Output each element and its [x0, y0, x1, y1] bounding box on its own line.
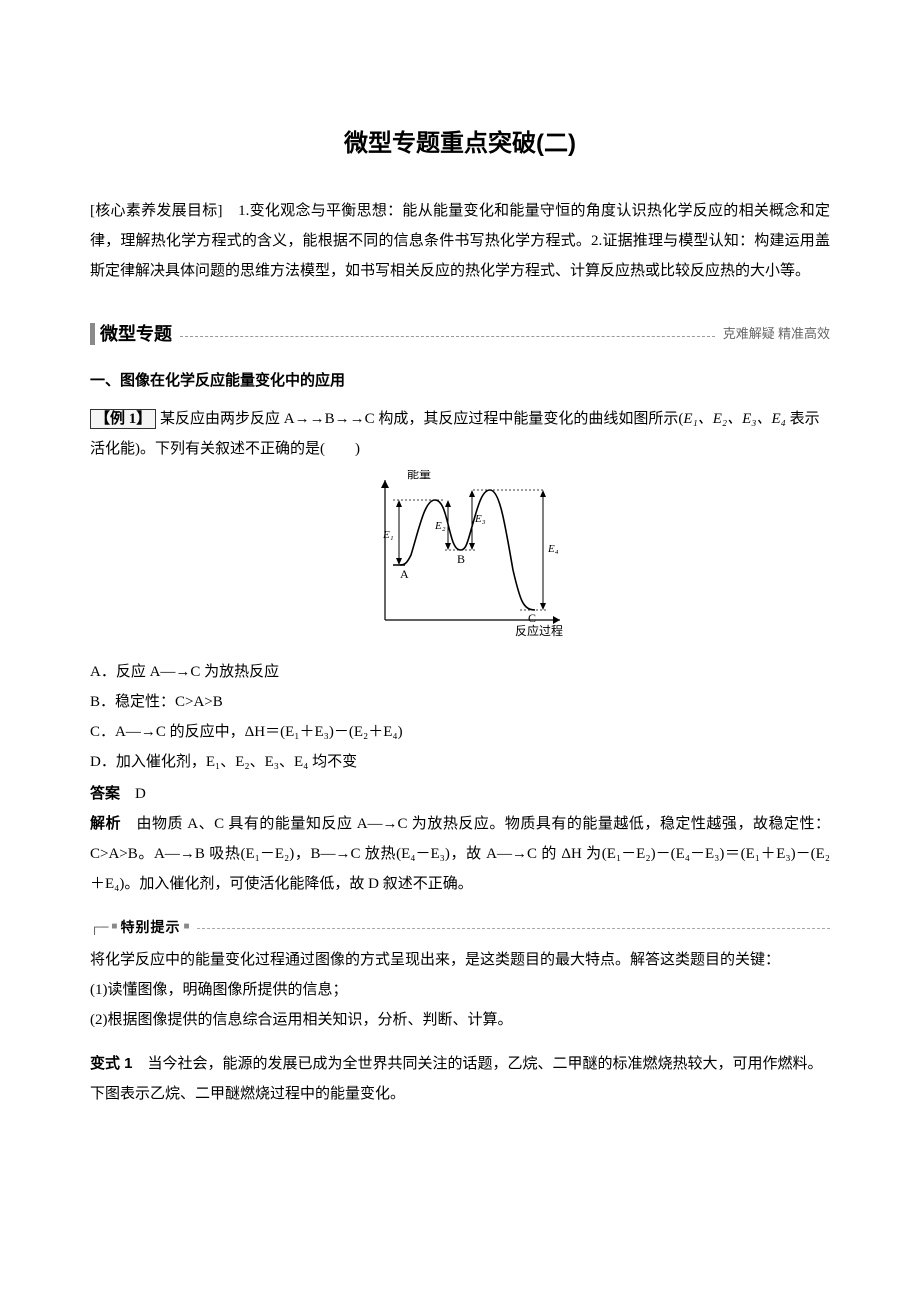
hint-corner-icon: ┌─ [90, 914, 108, 940]
divider [180, 336, 715, 337]
explain-text: 由物质 A、C 具有的能量知反应 A—→C 为放热反应。物质具有的能量越低，稳定… [90, 816, 830, 892]
point-A: A [400, 567, 409, 581]
diagram-svg: 能量 反应过程 A B C E₁ E₂ E₃ E₄ [345, 470, 575, 640]
answer-line: 答案 D [90, 779, 830, 809]
learning-objective: [核心素养发展目标] 1.变化观念与平衡思想：能从能量变化和能量守恒的角度认识热… [90, 196, 830, 286]
label-E4: E₄ [547, 543, 559, 555]
explain-label: 解析 [90, 815, 121, 832]
label-E1: E₁ [382, 529, 394, 541]
option-B: B．稳定性：C>A>B [90, 687, 830, 717]
star-icon: ■ [111, 917, 117, 937]
hint-header: ┌─ ■ 特别提示 ■ [90, 913, 830, 941]
point-C: C [528, 611, 536, 625]
variant-stem: 变式 1 当今社会，能源的发展已成为全世界共同关注的话题，乙烷、二甲醚的标准燃烧… [90, 1049, 830, 1109]
example-stem: 【例 1】 某反应由两步反应 A→→B→→C 构成，其反应过程中能量变化的曲线如… [90, 404, 830, 464]
hint-title: 特别提示 [120, 913, 180, 941]
label-E3: E₃ [474, 513, 486, 525]
example-label: 【例 1】 [90, 409, 156, 429]
hint-lead: 将化学反应中的能量变化过程通过图像的方式呈现出来，是这类题目的最大特点。解答这类… [90, 945, 830, 975]
section-title: 微型专题 [100, 316, 172, 352]
option-C: C．A—→C 的反应中，ΔH＝(E₁＋E₃)－(E₂＋E₄) [90, 717, 830, 747]
answer-label: 答案 [90, 785, 120, 802]
hint-p1: (1)读懂图像，明确图像所提供的信息； [90, 975, 830, 1005]
section-bar-icon [90, 323, 95, 345]
explanation: 解析 由物质 A、C 具有的能量知反应 A—→C 为放热反应。物质具有的能量越低… [90, 809, 830, 899]
hint-p2: (2)根据图像提供的信息综合运用相关知识，分析、判断、计算。 [90, 1005, 830, 1035]
option-D: D．加入催化剂，E₁、E₂、E₃、E₄ 均不变 [90, 747, 830, 777]
divider [197, 928, 830, 929]
diagram-xlabel: 反应过程 [515, 623, 563, 638]
diagram-ylabel: 能量 [407, 470, 431, 481]
stem-text-1: 某反应由两步反应 A→→B→→C 构成，其反应过程中能量变化的曲线如图所示( [160, 411, 683, 427]
objective-prefix: [核心素养发展目标] [90, 203, 238, 219]
hint-body: 将化学反应中的能量变化过程通过图像的方式呈现出来，是这类题目的最大特点。解答这类… [90, 945, 830, 1035]
energy-diagram: 能量 反应过程 A B C E₁ E₂ E₃ E₄ [90, 470, 830, 651]
variant-label: 变式 1 [90, 1055, 133, 1072]
section-header: 微型专题 克难解疑 精准高效 [90, 316, 830, 352]
answer-value: D [135, 786, 146, 802]
variant-text: 当今社会，能源的发展已成为全世界共同关注的话题，乙烷、二甲醚的标准燃烧热较大，可… [90, 1056, 823, 1102]
point-B: B [457, 552, 465, 566]
subsection-heading: 一、图像在化学反应能量变化中的应用 [90, 366, 830, 396]
option-A: A．反应 A—→C 为放热反应 [90, 657, 830, 687]
label-E2: E₂ [434, 520, 446, 532]
star-icon: ■ [183, 917, 189, 937]
page-title: 微型专题重点突破(二) [90, 120, 830, 168]
section-subtitle: 克难解疑 精准高效 [723, 321, 830, 347]
stem-vars: E₁、E₂、E₃、E₄ [683, 411, 786, 427]
